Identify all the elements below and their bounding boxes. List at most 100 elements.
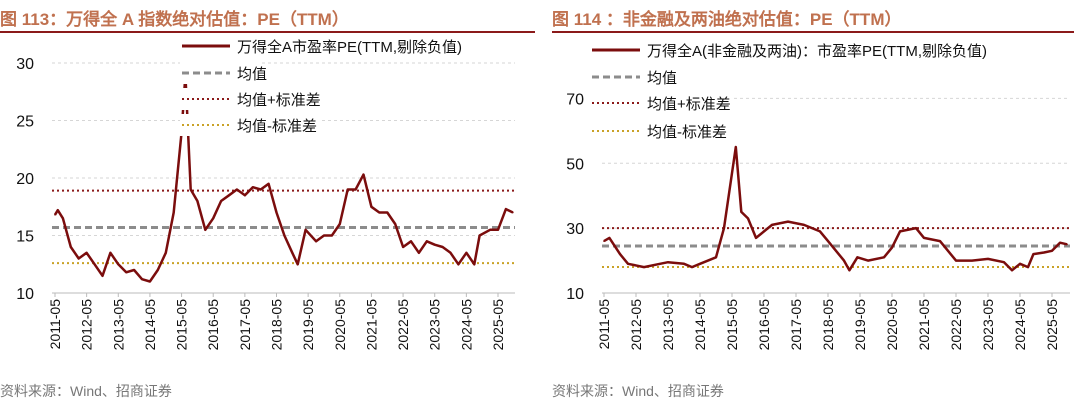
data-point bbox=[643, 266, 645, 268]
data-point bbox=[354, 188, 357, 191]
x-tick-label: 2017-05 bbox=[237, 299, 253, 351]
y-tick-label: 30 bbox=[566, 221, 584, 238]
data-point bbox=[1051, 250, 1053, 252]
data-point bbox=[819, 230, 821, 233]
data-point bbox=[827, 240, 829, 242]
x-tick-label: 2013-05 bbox=[660, 299, 676, 351]
data-point bbox=[478, 234, 481, 237]
x-tick-label: 2023-05 bbox=[427, 299, 443, 351]
source-note: 资料来源：Wind、招商证券 bbox=[552, 383, 724, 399]
data-point bbox=[603, 240, 605, 242]
data-point bbox=[93, 263, 96, 266]
y-tick-label: 30 bbox=[16, 56, 34, 73]
data-point bbox=[402, 246, 404, 248]
x-tick-label: 2019-05 bbox=[300, 299, 316, 351]
title-divider bbox=[552, 31, 1074, 33]
data-point bbox=[157, 269, 159, 271]
data-point bbox=[512, 211, 514, 214]
data-point bbox=[987, 258, 989, 260]
x-tick-label: 2016-05 bbox=[205, 299, 221, 351]
data-point bbox=[723, 227, 725, 229]
data-point bbox=[915, 227, 917, 229]
data-point bbox=[378, 211, 381, 214]
x-tick-label: 2015-05 bbox=[724, 299, 740, 351]
data-point bbox=[735, 146, 737, 148]
x-tick-label: 2016-05 bbox=[756, 299, 772, 351]
data-point bbox=[1066, 243, 1068, 246]
data-point bbox=[699, 263, 701, 265]
legend-label-series: 万得全A(非金融及两油)：市盈率PE(TTM,剔除负值) bbox=[647, 42, 987, 60]
data-point bbox=[410, 240, 412, 243]
x-tick-label: 2021-05 bbox=[363, 299, 379, 351]
data-point bbox=[848, 269, 851, 272]
data-point bbox=[755, 237, 757, 239]
data-point bbox=[426, 240, 428, 243]
data-point bbox=[856, 256, 859, 259]
data-point bbox=[659, 263, 661, 265]
data-point bbox=[971, 259, 973, 262]
x-tick-label: 2011-05 bbox=[47, 299, 63, 350]
data-point bbox=[141, 278, 143, 281]
legend-bg bbox=[590, 120, 732, 142]
x-tick-label: 2011-05 bbox=[596, 299, 612, 350]
x-tick-label: 2014-05 bbox=[692, 299, 708, 351]
data-point bbox=[304, 228, 307, 231]
data-point bbox=[362, 173, 365, 176]
data-point bbox=[627, 263, 629, 265]
data-point bbox=[867, 259, 869, 262]
data-point bbox=[228, 194, 230, 197]
pe-chart-all-a: 10 15 20 25 30 2011-05 2012-05 2013-05 2014-05 20… bbox=[16, 38, 515, 351]
x-tick-label: 2014-05 bbox=[142, 299, 158, 351]
x-tick-label: 2024-05 bbox=[458, 299, 474, 351]
data-point bbox=[763, 230, 765, 233]
data-point bbox=[899, 230, 901, 233]
x-tick-label: 2018-05 bbox=[269, 299, 285, 351]
data-point bbox=[505, 208, 507, 210]
data-point bbox=[212, 217, 215, 220]
y-tick-label: 70 bbox=[566, 91, 584, 108]
data-point bbox=[787, 220, 789, 223]
legend-label-mean: 均值 bbox=[647, 70, 677, 87]
x-tick-label: 2025-05 bbox=[1044, 299, 1060, 351]
data-point bbox=[204, 228, 207, 231]
data-point bbox=[843, 259, 845, 262]
y-tick-label: 25 bbox=[16, 114, 34, 131]
data-point bbox=[338, 223, 341, 225]
legend-label-plus: 均值+标准差 bbox=[237, 92, 321, 109]
data-point bbox=[386, 211, 389, 214]
y-tick-label: 10 bbox=[566, 286, 584, 303]
data-point bbox=[449, 251, 452, 254]
data-point bbox=[1059, 241, 1061, 244]
data-point bbox=[891, 246, 893, 249]
data-point bbox=[70, 246, 72, 248]
data-point bbox=[85, 251, 88, 254]
x-tick-label: 2021-05 bbox=[916, 299, 932, 351]
data-point bbox=[109, 251, 112, 254]
data-point bbox=[608, 237, 611, 239]
x-tick-label: 2015-05 bbox=[174, 299, 190, 351]
data-point bbox=[418, 251, 420, 254]
data-point bbox=[57, 209, 59, 211]
data-point bbox=[489, 228, 491, 231]
data-point bbox=[441, 246, 444, 248]
data-point bbox=[62, 217, 64, 220]
data-point bbox=[196, 200, 199, 202]
x-tick-label: 2022-05 bbox=[395, 299, 411, 351]
data-point bbox=[433, 243, 436, 246]
x-tick-label: 2022-05 bbox=[948, 299, 964, 351]
data-point bbox=[164, 251, 167, 254]
data-point bbox=[296, 263, 299, 266]
x-tick-label: 2013-05 bbox=[110, 299, 126, 351]
data-point bbox=[125, 271, 127, 274]
data-point bbox=[323, 234, 325, 237]
data-point bbox=[394, 223, 396, 225]
data-point bbox=[955, 259, 957, 262]
data-point bbox=[1027, 266, 1029, 268]
data-point bbox=[619, 253, 621, 255]
data-point bbox=[172, 211, 175, 214]
data-point bbox=[1019, 263, 1021, 265]
data-point bbox=[939, 240, 941, 242]
data-point bbox=[1032, 253, 1035, 255]
data-point bbox=[244, 194, 246, 197]
data-point bbox=[683, 263, 685, 265]
